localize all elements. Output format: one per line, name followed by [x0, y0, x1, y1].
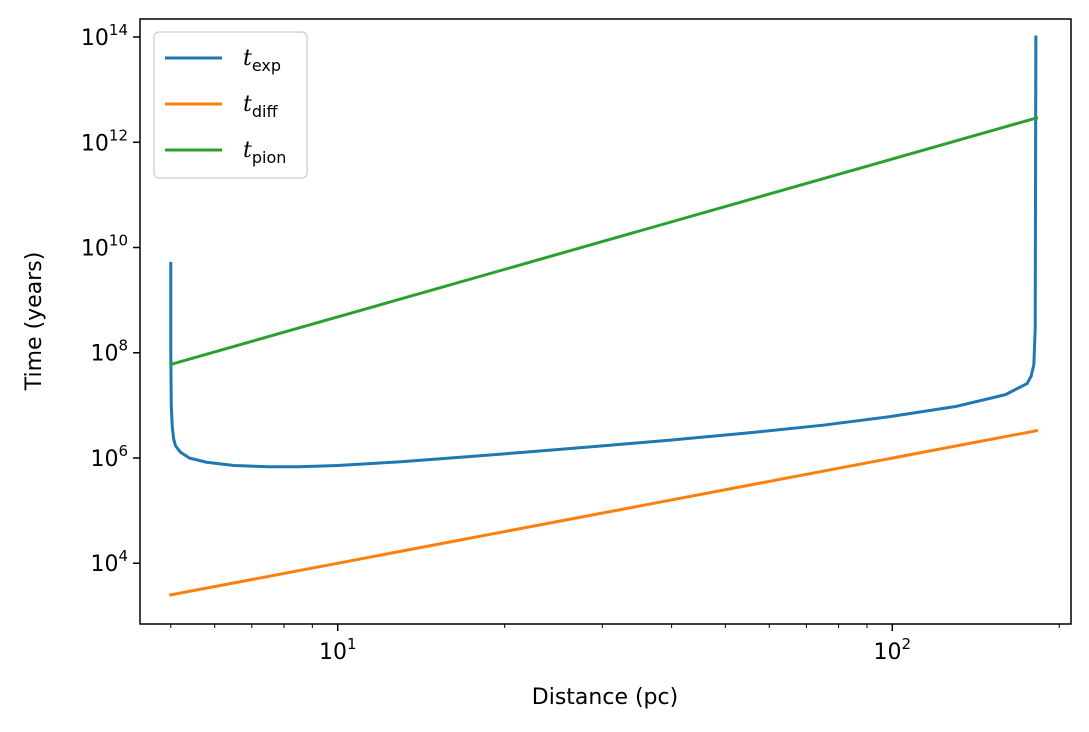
legend-label-exp: texp	[243, 46, 281, 75]
x-axis: 101 102	[170, 624, 1060, 665]
legend-label-pion: tpion	[243, 138, 286, 167]
y-axis: 104 106 108 1010 1012 1014	[81, 21, 140, 577]
series-line-exp	[169, 35, 1038, 469]
plot-frame	[139, 18, 1072, 625]
series-line-pion	[168, 116, 1039, 367]
series-layer	[168, 35, 1039, 597]
legend-label-diff: tdiff	[243, 92, 278, 121]
legend: texp tdiff tpion	[153, 31, 308, 179]
y-tick-label: 1012	[81, 126, 128, 156]
legend-box	[153, 31, 308, 179]
y-tick-label: 108	[90, 337, 128, 367]
y-tick-label: 1010	[81, 232, 128, 262]
x-tick-label: 102	[874, 635, 912, 665]
x-axis-label: Distance (pc)	[532, 685, 678, 710]
y-axis-label: Time (years)	[22, 252, 47, 392]
y-tick-label: 1014	[81, 21, 128, 51]
y-tick-label: 106	[90, 442, 128, 472]
x-tick-label: 101	[319, 635, 357, 665]
series-line-diff	[169, 428, 1039, 597]
plot-area	[139, 18, 1072, 625]
y-tick-label: 104	[90, 547, 128, 577]
